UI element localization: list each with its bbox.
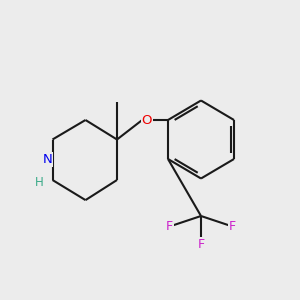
Text: F: F xyxy=(229,220,236,233)
Text: O: O xyxy=(142,113,152,127)
Text: H: H xyxy=(34,176,43,189)
Text: F: F xyxy=(197,238,205,251)
Text: F: F xyxy=(166,220,173,233)
Text: N: N xyxy=(43,153,52,166)
